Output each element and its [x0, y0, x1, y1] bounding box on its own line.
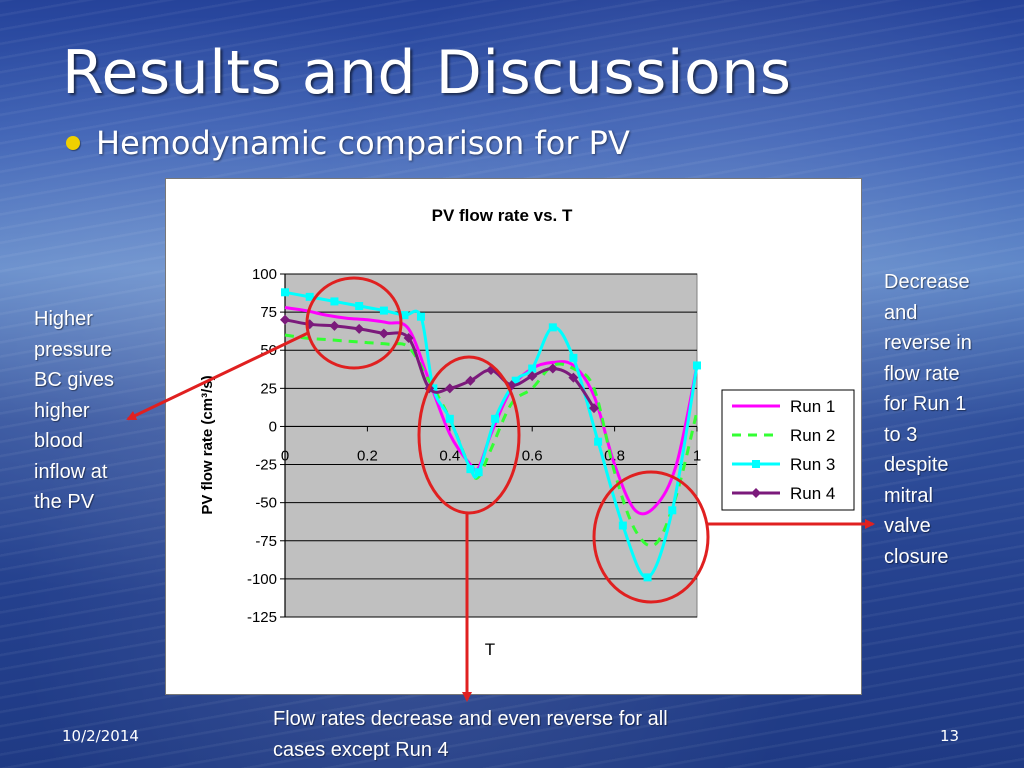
- y-tick-label: 75: [260, 304, 277, 321]
- x-tick-label: 0.6: [522, 447, 543, 464]
- data-point-run-3: [693, 361, 701, 370]
- y-tick-label: 0: [269, 418, 277, 435]
- data-point-run-4: [589, 403, 599, 414]
- data-point-run-3: [445, 414, 454, 423]
- legend-label-1: Run 1: [790, 397, 835, 416]
- data-point-run-3: [594, 437, 603, 446]
- data-point-run-3: [528, 364, 537, 373]
- legend-label-4: Run 4: [790, 484, 835, 503]
- data-point-run-3: [330, 297, 339, 306]
- y-tick-label: -100: [247, 571, 277, 588]
- legend-marker-3: [752, 460, 760, 468]
- data-point-run-4: [280, 314, 290, 325]
- y-tick-label: -50: [255, 495, 277, 512]
- slide-title: Results and Discussions: [62, 38, 792, 108]
- data-point-run-3: [466, 465, 475, 474]
- y-tick-label: 25: [260, 380, 277, 397]
- plot-area: [284, 273, 698, 618]
- footer-date: 10/2/2014: [62, 727, 139, 745]
- data-point-run-3: [305, 292, 314, 301]
- data-point-run-3: [618, 521, 627, 530]
- data-point-run-4: [547, 363, 558, 374]
- legend-box: [721, 389, 855, 511]
- bullet-text: Hemodynamic comparison for PV: [96, 124, 630, 162]
- data-point-run-3: [569, 353, 578, 362]
- x-tick-label: 0.4: [439, 447, 460, 464]
- y-tick-label: 100: [252, 266, 277, 283]
- legend-label-2: Run 2: [790, 426, 835, 445]
- y-tick-label: -125: [247, 609, 277, 626]
- legend: Run 1 Run 2 Run 3 Run 4: [721, 389, 855, 511]
- x-tick-label: 0: [281, 447, 289, 464]
- data-point-run-3: [355, 302, 364, 311]
- legend-marker-4: [751, 488, 761, 498]
- bullet-dot-icon: [66, 136, 80, 150]
- y-axis-label: PV flow rate (cm³/s): [199, 375, 216, 514]
- data-point-run-3: [474, 468, 483, 477]
- legend-label-3: Run 3: [790, 455, 835, 474]
- y-tick-label: -25: [255, 457, 277, 474]
- data-point-run-3: [548, 323, 557, 332]
- x-tick-label: 1: [693, 447, 701, 464]
- data-point-run-3: [668, 506, 677, 515]
- data-point-run-3: [281, 288, 289, 297]
- data-point-run-4: [568, 372, 579, 383]
- annotation-bottom: Flow rates decrease and even reverse for…: [273, 708, 668, 761]
- data-point-run-3: [643, 573, 652, 582]
- chart-title: PV flow rate vs. T: [432, 206, 573, 225]
- y-tick-label: 50: [260, 342, 277, 359]
- data-point-run-3: [416, 312, 425, 321]
- data-point-run-3: [491, 414, 500, 423]
- annotation-right: Decrease and reverse in flow rate for Ru…: [884, 271, 972, 568]
- x-tick-label: 0.2: [357, 447, 378, 464]
- chart-container: 100 75 50 25 0 -25 -50 -75 -100 -125 0 0.2 0.4 0.6 0.8…: [165, 178, 862, 695]
- annotation-left: Higher pressure BC gives higher blood in…: [34, 308, 115, 513]
- page-number: 13: [940, 727, 960, 745]
- y-tick-label: -75: [255, 533, 277, 550]
- data-point-run-3: [400, 311, 409, 320]
- data-point-run-4: [403, 333, 414, 344]
- x-axis-label: T: [485, 640, 495, 659]
- bullet-item: Hemodynamic comparison for PV: [66, 124, 630, 162]
- data-point-run-3: [379, 306, 388, 315]
- data-point-run-4: [527, 371, 538, 382]
